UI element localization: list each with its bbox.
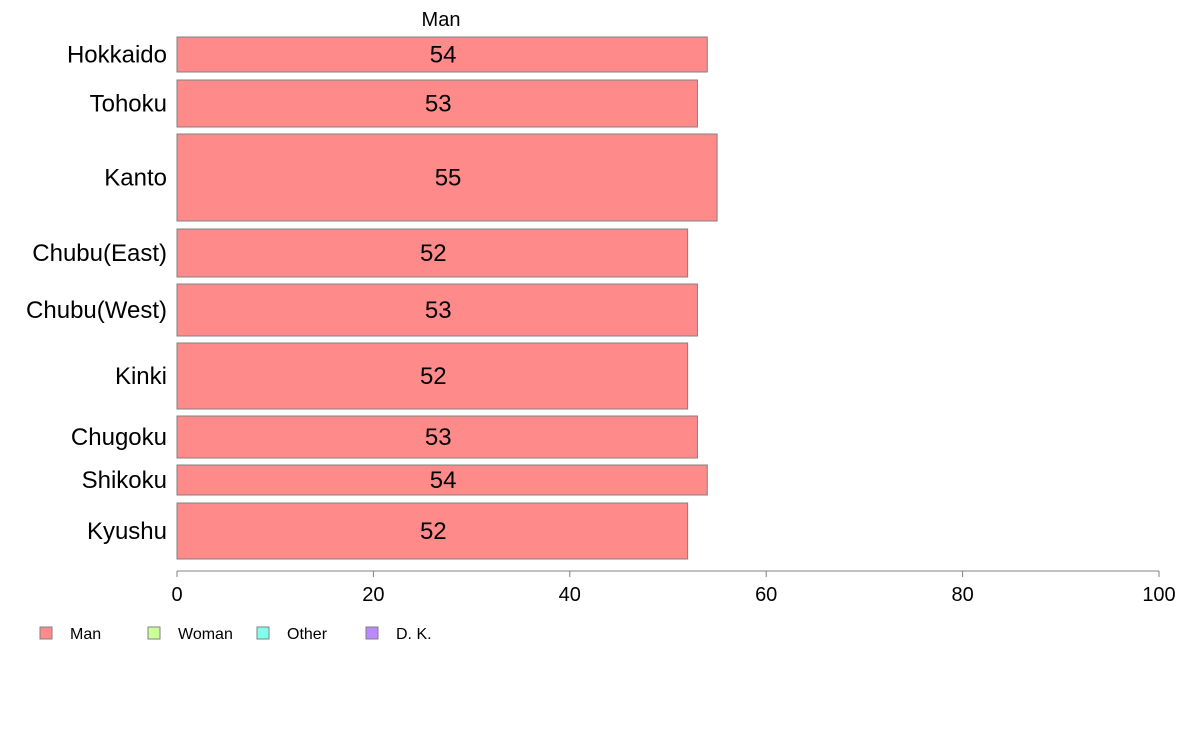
bars-group: Hokkaido 54 Tohoku 53 Kanto 55 Chubu(East) 52 Ch…: [26, 36, 718, 560]
x-tick-label: 20: [362, 584, 384, 606]
legend-swatch: [365, 626, 379, 640]
x-axis: 0 20 40 60 80 100: [171, 570, 1176, 606]
x-tick-label: 40: [559, 584, 581, 606]
bar-man: [176, 228, 689, 278]
bar-value-label: 52: [420, 240, 447, 267]
bar-value-label: 52: [420, 363, 447, 390]
legend: Man Woman Other D. K.: [39, 626, 432, 643]
x-tick-label: 80: [951, 584, 973, 606]
bar-value-label: 55: [435, 165, 462, 192]
category-label: Chubu(West): [26, 297, 167, 324]
bar-man: [176, 133, 718, 222]
bar-value-label: 54: [430, 467, 457, 494]
category-label: Kinki: [115, 363, 167, 390]
category-label: Chubu(East): [32, 240, 167, 267]
category-label: Chugoku: [71, 424, 167, 451]
bar-value-label: 53: [425, 91, 452, 118]
bar-man: [176, 502, 689, 560]
bar-man: [176, 464, 708, 496]
legend-label: Man: [70, 626, 101, 643]
legend-swatch: [39, 626, 53, 640]
legend-label: Woman: [178, 626, 233, 643]
category-label: Kanto: [104, 165, 167, 192]
category-label: Tohoku: [90, 91, 167, 118]
category-label: Shikoku: [82, 467, 167, 494]
legend-swatch: [147, 626, 161, 640]
x-tick-label: 100: [1142, 584, 1175, 606]
bar-man: [176, 415, 698, 459]
bar-man: [176, 283, 698, 337]
bar-man: [176, 36, 708, 73]
column-title: Man: [422, 9, 461, 31]
bar-man: [176, 342, 689, 410]
bar-value-label: 53: [425, 424, 452, 451]
legend-label: D. K.: [396, 626, 432, 643]
bar-man: [176, 79, 698, 128]
x-tick-label: 0: [171, 584, 182, 606]
legend-swatch: [256, 626, 270, 640]
bar-value-label: 52: [420, 518, 447, 545]
category-label: Kyushu: [87, 518, 167, 545]
bar-value-label: 54: [430, 42, 457, 69]
bar-value-label: 53: [425, 297, 452, 324]
category-label: Hokkaido: [67, 42, 167, 69]
x-tick-label: 60: [755, 584, 777, 606]
legend-label: Other: [287, 626, 328, 643]
